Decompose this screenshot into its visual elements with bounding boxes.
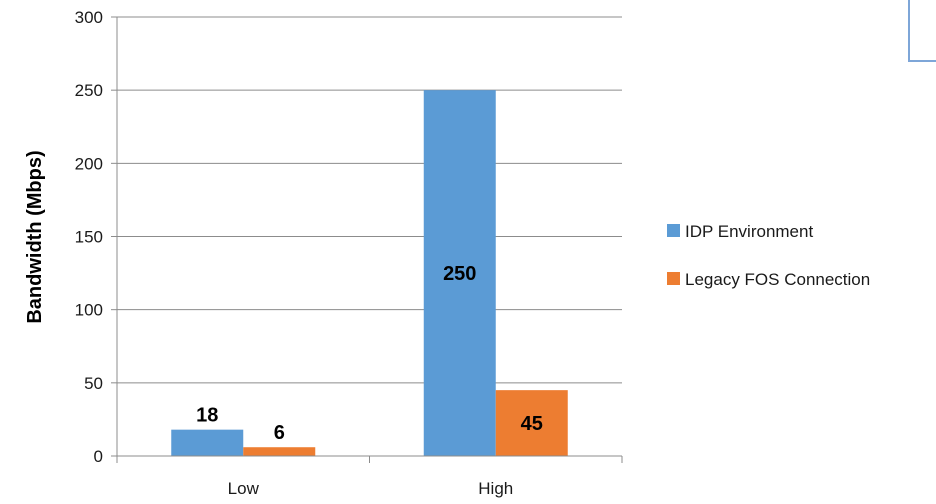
y-tick-label: 0 xyxy=(94,447,103,466)
x-tick-label: Low xyxy=(228,479,260,498)
x-tick-labels: Low High xyxy=(228,479,514,498)
y-tick-label: 100 xyxy=(75,301,103,320)
bars xyxy=(171,90,568,457)
data-labels: 18 6 250 45 xyxy=(196,263,543,444)
legend-label: Legacy FOS Connection xyxy=(685,270,870,289)
y-tick-label: 300 xyxy=(75,8,103,27)
data-label: 250 xyxy=(443,263,476,285)
legend-swatch xyxy=(667,272,680,285)
y-tick-label: 250 xyxy=(75,81,103,100)
y-axis-label: Bandwidth (Mbps) xyxy=(24,150,46,323)
legend: IDP Environment Legacy FOS Connection xyxy=(667,222,870,289)
bar xyxy=(495,390,568,456)
bar xyxy=(171,429,244,456)
bar xyxy=(243,447,316,456)
data-label: 18 xyxy=(196,405,218,427)
y-tick-label: 150 xyxy=(75,228,103,247)
frame-corner-decoration xyxy=(908,0,936,62)
axes xyxy=(111,16,623,463)
legend-swatch xyxy=(667,224,680,237)
legend-label: IDP Environment xyxy=(685,222,813,241)
x-tick-label: High xyxy=(478,479,513,498)
bar xyxy=(423,90,496,457)
y-tick-label: 200 xyxy=(75,154,103,173)
data-label: 45 xyxy=(521,413,543,435)
data-label: 6 xyxy=(274,422,285,444)
gridlines xyxy=(117,16,622,384)
y-tick-labels: 0 50 100 150 200 250 300 xyxy=(75,8,103,466)
y-tick-label: 50 xyxy=(84,374,103,393)
